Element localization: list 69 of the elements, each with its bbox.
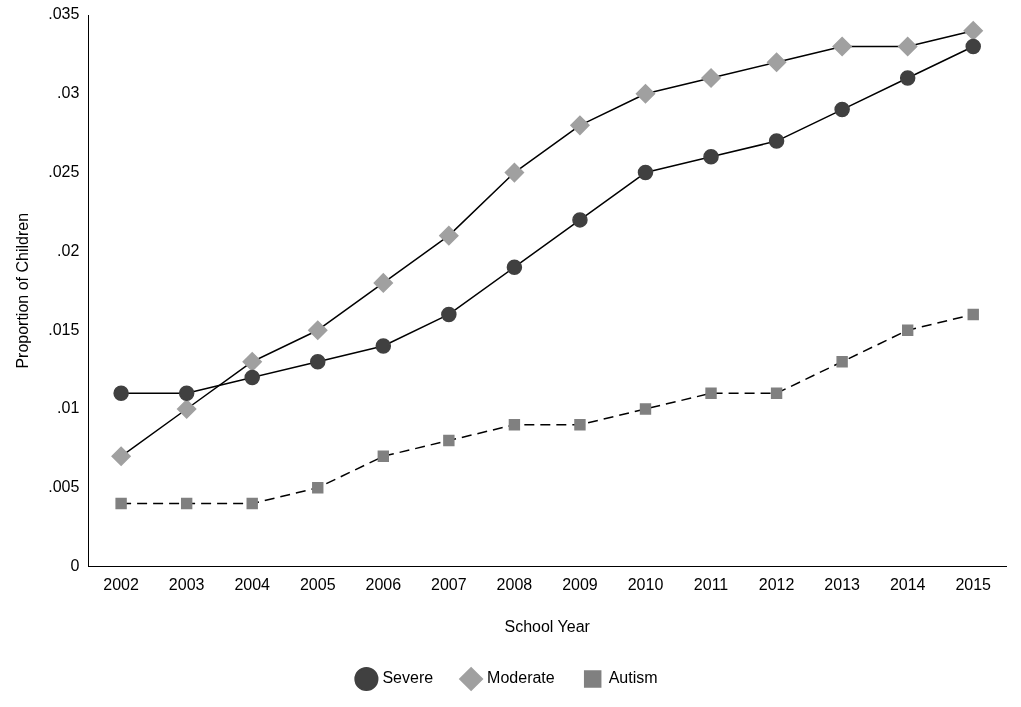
point bbox=[508, 419, 521, 431]
point bbox=[176, 399, 197, 419]
x-tick-label: 2010 bbox=[627, 575, 664, 593]
point bbox=[897, 36, 918, 57]
x-axis-title: School Year bbox=[504, 617, 591, 635]
point bbox=[115, 497, 127, 510]
x-tick-label: 2002 bbox=[103, 575, 140, 593]
point bbox=[244, 369, 260, 386]
point bbox=[701, 68, 721, 88]
point bbox=[574, 419, 586, 431]
point bbox=[308, 320, 328, 340]
x-tick-label: 2005 bbox=[299, 575, 336, 593]
point bbox=[246, 497, 258, 510]
x-tick-label: 2015 bbox=[955, 575, 992, 593]
x-tick-label: 2012 bbox=[758, 575, 795, 593]
point bbox=[111, 446, 131, 467]
legend-label: Severe bbox=[382, 669, 434, 687]
point bbox=[312, 482, 324, 494]
point bbox=[570, 115, 590, 136]
point bbox=[766, 52, 787, 73]
point bbox=[703, 149, 719, 165]
point bbox=[377, 450, 389, 462]
legend-label: Autism bbox=[608, 669, 658, 687]
x-tick-label: 2011 bbox=[693, 575, 729, 593]
point bbox=[441, 306, 457, 323]
point bbox=[834, 101, 850, 118]
x-tick-label: 2004 bbox=[234, 575, 271, 593]
point bbox=[443, 434, 455, 447]
point bbox=[572, 212, 588, 228]
point bbox=[768, 133, 785, 149]
x-tick-label: 2006 bbox=[365, 575, 402, 593]
point bbox=[242, 351, 262, 372]
x-tick-label: 2014 bbox=[889, 575, 926, 593]
x-tick-label: 2013 bbox=[824, 575, 861, 593]
point bbox=[180, 497, 193, 510]
point bbox=[373, 273, 394, 293]
point bbox=[506, 259, 523, 275]
y-tick-label: .015 bbox=[48, 320, 80, 338]
point bbox=[635, 84, 656, 104]
point bbox=[705, 387, 717, 399]
point bbox=[639, 403, 652, 415]
point bbox=[113, 385, 129, 401]
y-axis-title: Proportion of Children bbox=[14, 212, 32, 369]
point bbox=[770, 387, 783, 399]
point bbox=[637, 164, 654, 181]
point bbox=[504, 162, 525, 183]
y-tick-label: .035 bbox=[48, 5, 80, 23]
point bbox=[965, 38, 981, 55]
x-tick-label: 2007 bbox=[431, 575, 467, 593]
y-tick-label: .02 bbox=[57, 241, 80, 259]
point bbox=[963, 21, 983, 41]
point bbox=[899, 70, 916, 86]
point bbox=[178, 385, 195, 401]
x-tick-label: 2009 bbox=[562, 575, 598, 593]
point bbox=[967, 308, 979, 321]
y-tick-label: .005 bbox=[48, 478, 80, 496]
point bbox=[310, 353, 326, 370]
legend-label: Moderate bbox=[487, 669, 555, 687]
y-tick-label: .025 bbox=[48, 163, 80, 181]
point bbox=[901, 324, 914, 336]
point bbox=[439, 225, 459, 246]
x-tick-label: 2003 bbox=[168, 575, 205, 593]
y-tick-label: .01 bbox=[57, 399, 80, 417]
point bbox=[832, 36, 852, 57]
y-tick-label: 0 bbox=[70, 557, 80, 575]
x-tick-label: 2008 bbox=[496, 575, 533, 593]
y-tick-label: .03 bbox=[57, 84, 80, 102]
point bbox=[375, 338, 392, 354]
point bbox=[836, 356, 848, 368]
